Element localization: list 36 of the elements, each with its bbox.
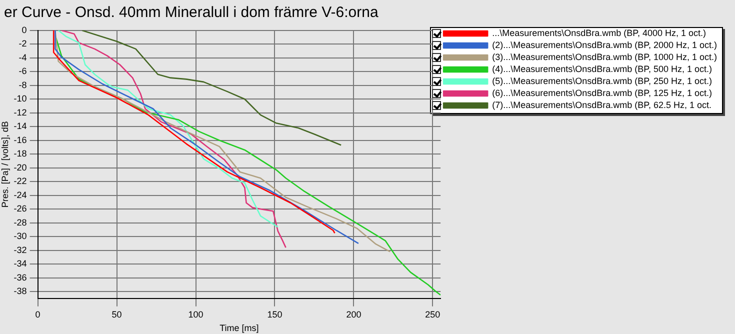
- y-tick-label: -24: [14, 190, 27, 200]
- legend-label: (4)...\Measurements\OnsdBra.wmb (BP, 500 Hz, 1 oct.): [492, 64, 712, 74]
- legend-label: (5)...\Measurements\OnsdBra.wmb (BP, 250 Hz, 1 oct.): [492, 76, 712, 86]
- y-tick-label: -22: [14, 176, 27, 186]
- x-tick-label: 50: [112, 309, 122, 320]
- y-tick-label: -16: [14, 134, 27, 145]
- y-tick-label: -36: [14, 272, 27, 282]
- x-tick-label: 0: [35, 309, 40, 320]
- y-tick-label: -4: [18, 52, 27, 62]
- x-tick-label: 100: [188, 309, 204, 320]
- legend-label: (2)...\Measurements\OnsdBra.wmb (BP, 2000 Hz, 1 oct.): [492, 40, 718, 50]
- y-tick-label: -12: [14, 107, 27, 118]
- y-tick-label: -32: [14, 244, 27, 255]
- y-tick-label: 0: [22, 24, 27, 35]
- y-tick-label: -18: [14, 148, 27, 159]
- x-tick-label: 150: [267, 309, 282, 320]
- x-tick-label: 250: [425, 309, 440, 320]
- legend-label: (3)...\Measurements\OnsdBra.wmb (BP, 1000 Hz, 1 oct.): [492, 52, 718, 62]
- legend-label: ...\Measurements\OnsdBra.wmb (BP, 4000 Hz, 1 oct.): [492, 28, 706, 38]
- y-tick-label: -2: [18, 38, 27, 49]
- y-tick-label: -28: [14, 217, 27, 228]
- y-tick-label: -38: [14, 286, 27, 296]
- y-tick-label: -14: [14, 121, 27, 132]
- y-tick-label: -6: [18, 66, 27, 76]
- legend-label: (6)...\Measurements\OnsdBra.wmb (BP, 125 Hz, 1 oct.): [492, 88, 712, 98]
- x-tick-label: 200: [346, 309, 362, 320]
- y-axis-title: Pres. [Pa] / [volts], dB: [0, 121, 10, 208]
- chart-title: er Curve - Onsd. 40mm Mineralull i dom främre V-6:orna: [4, 4, 378, 21]
- y-tick-label: -10: [14, 94, 27, 104]
- y-tick-label: -20: [14, 162, 27, 172]
- legend-label: (7)...\Measurements\OnsdBra.wmb (BP, 62.5 Hz, 1 oct.: [492, 100, 712, 110]
- x-axis-title: Time [ms]: [220, 323, 259, 334]
- y-tick-label: -34: [14, 258, 27, 269]
- y-tick-label: -8: [18, 80, 27, 90]
- y-tick-label: -26: [14, 204, 27, 214]
- y-tick-label: -30: [14, 231, 27, 242]
